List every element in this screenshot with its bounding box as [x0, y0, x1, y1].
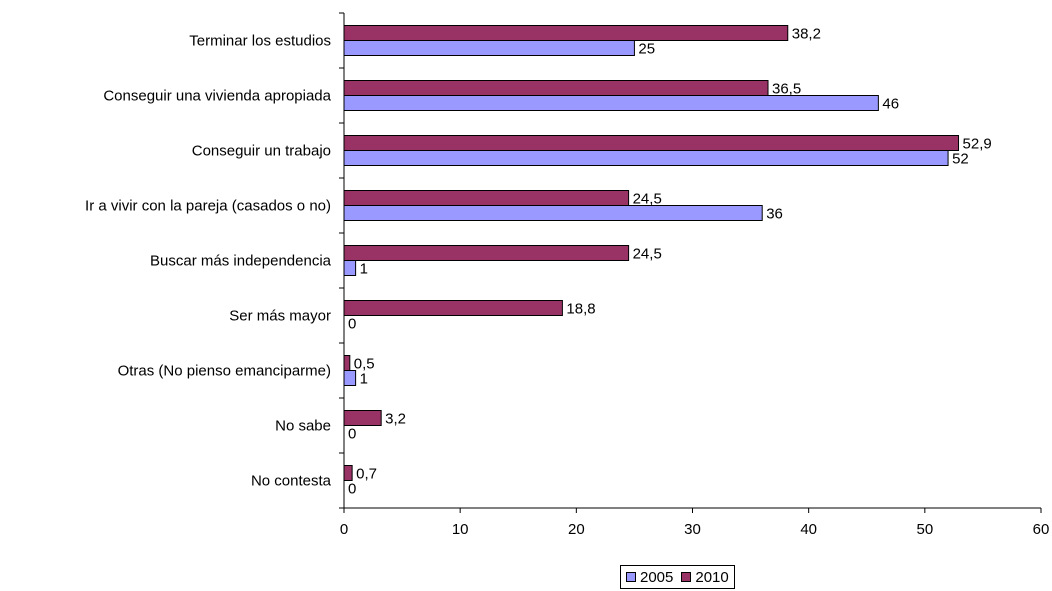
category-label: No contesta [251, 473, 332, 490]
category-labels: Terminar los estudios Conseguir una vivie… [85, 33, 332, 490]
legend-item-2005: 2005 [626, 569, 673, 586]
bar-2005 [343, 370, 357, 386]
axes: 0 10 20 30 40 50 60 [339, 12, 1050, 538]
data-label-2010: 38,2 [792, 26, 821, 43]
data-label-2010: 0,7 [356, 466, 377, 483]
bar-2005 [343, 150, 949, 166]
data-label-2005: 1 [360, 371, 368, 388]
x-tick-label: 0 [340, 521, 348, 538]
bar-2005 [343, 205, 763, 221]
bar-2005 [343, 260, 357, 276]
x-tick-label: 10 [452, 521, 469, 538]
data-label-2005: 25 [638, 41, 655, 58]
data-label-2005: 52 [952, 151, 969, 168]
x-tick-label: 40 [800, 521, 817, 538]
data-label-2010: 52,9 [963, 136, 992, 153]
category-label: No sabe [275, 418, 331, 435]
data-label-2010: 0,5 [354, 356, 375, 373]
bar-2010 [343, 355, 351, 371]
legend-swatch-2005 [626, 572, 636, 582]
category-label: Conseguir una vivienda apropiada [103, 88, 331, 105]
data-label-2010: 3,2 [385, 411, 406, 428]
data-label-2010: 18,8 [566, 301, 595, 318]
category-label: Ir a vivir con la pareja (casados o no) [85, 198, 331, 215]
category-label: Otras (No pienso emanciparme) [118, 363, 331, 380]
category-label: Terminar los estudios [189, 33, 331, 50]
data-label-2005: 46 [882, 96, 899, 113]
category-label: Ser más mayor [229, 308, 331, 325]
data-label-2005: 0 [348, 481, 356, 498]
x-tick-label: 60 [1033, 521, 1050, 538]
bar-2005 [343, 40, 635, 56]
bar-2010 [343, 135, 960, 151]
data-label-2005: 0 [348, 316, 356, 333]
bar-2010 [343, 25, 789, 41]
legend-label-2005: 2005 [640, 568, 674, 586]
x-tick-label: 50 [916, 521, 933, 538]
category-label: Conseguir un trabajo [192, 143, 331, 160]
legend-label-2010: 2010 [695, 568, 729, 586]
bar-2010 [343, 300, 563, 316]
bar-2010 [343, 465, 353, 481]
legend-swatch-2010 [681, 572, 692, 582]
data-label-2010: 24,5 [633, 246, 662, 263]
x-tick-label: 20 [568, 521, 585, 538]
legend-item-2010: 2010 [681, 568, 729, 586]
bar-2010 [343, 190, 630, 206]
bar-2010 [343, 245, 630, 261]
data-label-2010: 24,5 [633, 191, 662, 208]
data-label-2005: 36 [766, 206, 783, 223]
data-label-2005: 0 [348, 426, 356, 443]
bar-2010 [343, 410, 382, 426]
data-label-2005: 1 [360, 261, 368, 278]
x-tick-label: 30 [684, 521, 701, 538]
category-label: Buscar más independencia [150, 253, 332, 270]
legend: 2005 2010 [620, 565, 735, 589]
data-label-2010: 36,5 [772, 81, 801, 98]
bar-2010 [343, 80, 769, 96]
bar-2005 [343, 95, 879, 111]
data-labels: 38,22536,54652,95224,53624,5118,800,513,… [348, 26, 992, 498]
